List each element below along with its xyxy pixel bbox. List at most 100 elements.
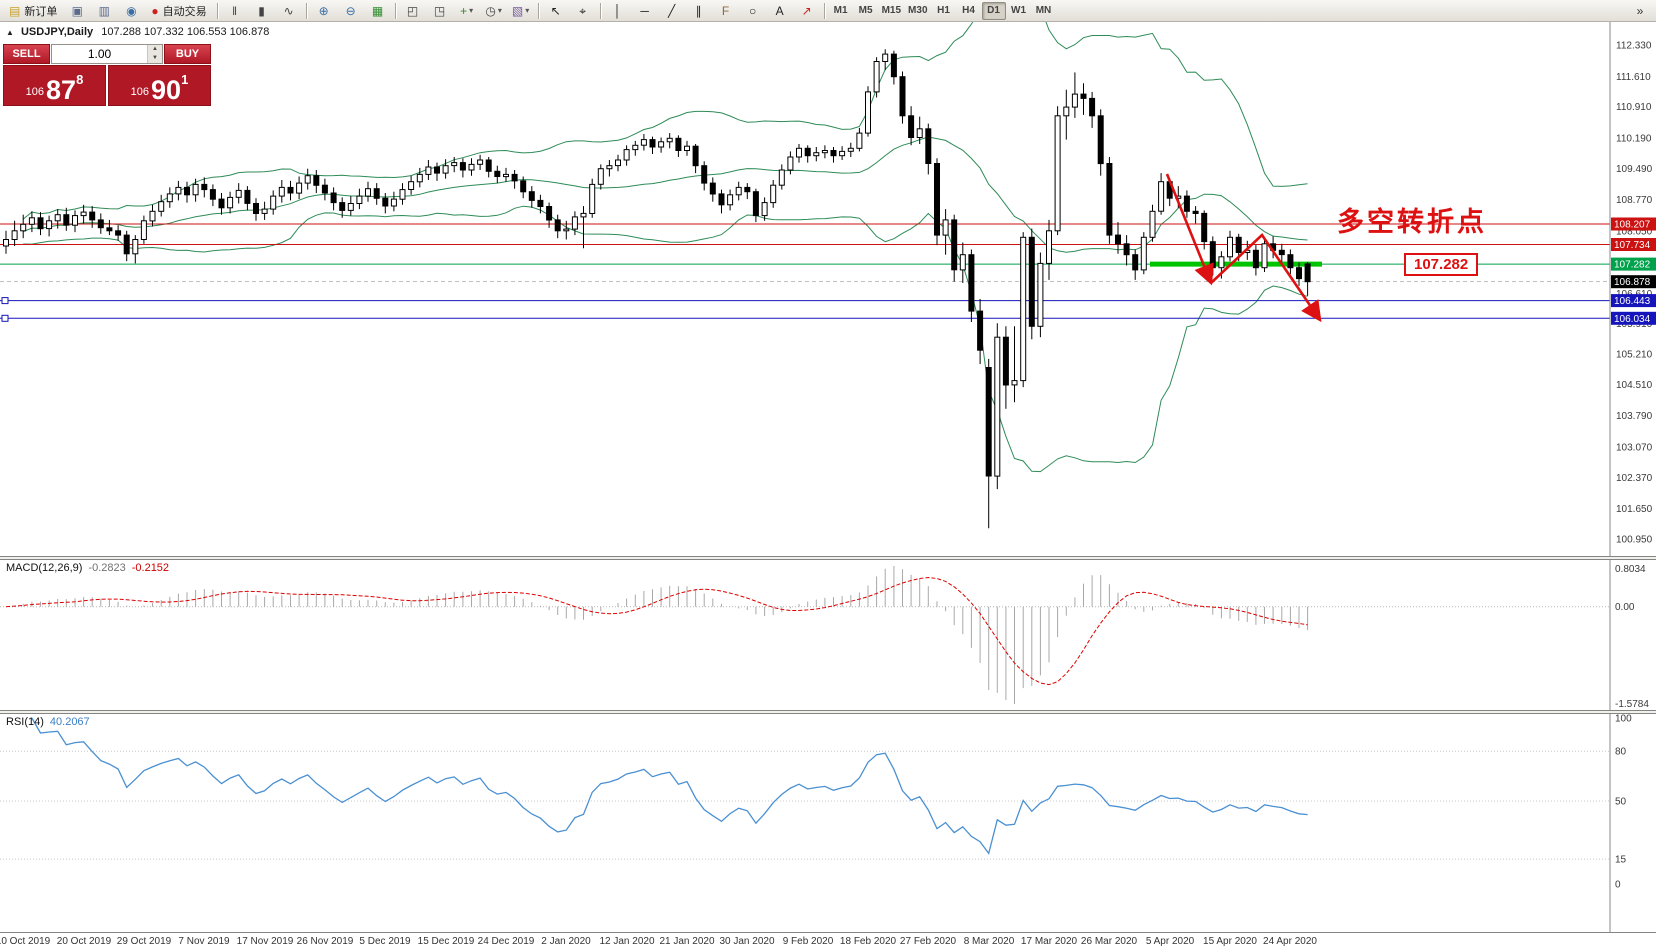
cascade-windows-button[interactable]: ◳ [427, 1, 453, 21]
svg-text:-1.5784: -1.5784 [1615, 699, 1649, 710]
timeframe-w1-button-label: W1 [1011, 5, 1026, 16]
svg-text:105.210: 105.210 [1616, 350, 1653, 361]
cursor-tool-button[interactable]: ↖ [543, 1, 569, 21]
timeframe-mn-button-label: MN [1035, 5, 1052, 16]
add-indicator-button[interactable]: + ▾ [454, 1, 480, 21]
svg-text:103.070: 103.070 [1616, 443, 1653, 454]
time-axis-label: 5 Dec 2019 [359, 936, 411, 947]
tile-windows-button[interactable]: ▦ [365, 1, 391, 21]
time-axis-label: 18 Feb 2020 [839, 936, 897, 947]
timeframe-m15-button-label: M15 [881, 5, 902, 16]
panel-splitter-macd[interactable] [0, 556, 1656, 560]
zoom-in-icon: ⊕ [318, 3, 329, 18]
panel-splitter-rsi[interactable] [0, 710, 1656, 714]
auto-trading-button-label: 自动交易 [162, 5, 207, 18]
timeframe-m1-button[interactable]: M1 [829, 2, 853, 20]
time-axis-label: 10 Oct 2019 [0, 936, 51, 947]
time-axis-label: 15 Dec 2019 [417, 936, 475, 947]
volume-down-button[interactable]: ▼ [148, 54, 162, 63]
timeframe-w1-button[interactable]: W1 [1007, 2, 1031, 20]
svg-text:50: 50 [1615, 797, 1627, 808]
buy-price-panel[interactable]: 106 90 1 [108, 65, 211, 106]
timeframe-h1-button-label: H1 [937, 5, 950, 16]
tile-windows-icon: ▦ [371, 3, 384, 18]
trendline-tool-button[interactable]: ╱ [659, 1, 685, 21]
svg-text:110.190: 110.190 [1616, 133, 1652, 144]
text-tool-button[interactable]: A [767, 1, 793, 21]
sell-price-panel[interactable]: 106 87 8 [3, 65, 106, 106]
crosshair-tool-button[interactable]: ⌖ [570, 1, 596, 21]
main-price-chart[interactable]: 112.330 111.610 110.910 110.190 109.490 108.7… [0, 22, 1656, 556]
svg-text:0: 0 [1615, 880, 1621, 891]
svg-text:107.282: 107.282 [1614, 260, 1651, 271]
new-order-button[interactable]: ▤ 新订单 [3, 1, 63, 21]
svg-text:112.330: 112.330 [1616, 41, 1652, 52]
timeframe-m5-button[interactable]: M5 [854, 2, 878, 20]
timeframe-h1-button[interactable]: H1 [932, 2, 956, 20]
arrows-tool-button[interactable]: ↗ [794, 1, 820, 21]
macd-label: MACD(12,26,9) -0.2823 -0.2152 [6, 562, 169, 574]
time-axis-label: 9 Feb 2020 [782, 936, 834, 947]
template-button[interactable]: ▧ ▾ [508, 1, 534, 21]
more-tools-button[interactable]: » [1627, 1, 1653, 21]
channel-tool-button[interactable]: ∥ [686, 1, 712, 21]
time-axis-label: 30 Jan 2020 [719, 936, 775, 947]
period-clock-button[interactable]: ◷ ▾ [481, 1, 507, 21]
add-indicator-dropdown-icon[interactable]: ▾ [469, 6, 474, 15]
period-clock-icon: ◷ [485, 3, 496, 18]
cursor-tool-icon: ↖ [550, 3, 561, 18]
macd-panel[interactable]: 0.8034 0.00 -1.5784 MACD(12,26,9) -0.2823 -0… [0, 560, 1656, 710]
time-axis-label: 24 Dec 2019 [477, 936, 535, 947]
chart-collapse-icon[interactable]: ▲ [6, 28, 14, 37]
timeframe-d1-button-label: D1 [987, 5, 1000, 16]
rsi-label: RSI(14) 40.2067 [6, 716, 90, 728]
period-clock-dropdown-icon[interactable]: ▾ [497, 6, 502, 15]
r si-panel[interactable]: 100 80 50 15 0 RSI(14) 40.2067 [0, 714, 1656, 932]
fibonacci-tool-icon: F [721, 3, 730, 18]
rsi-value: 40.2067 [49, 716, 90, 728]
sell-button[interactable]: SELL [3, 44, 50, 64]
print-preview-icon: ▥ [98, 3, 111, 18]
volume-input[interactable] [52, 45, 147, 63]
time-axis[interactable]: 10 Oct 2019 20 Oct 2019 29 Oct 2019 7 Nov 2… [0, 932, 1656, 950]
macd-name: MACD(12,26,9) [6, 562, 83, 574]
time-axis-label: 8 Mar 2020 [963, 936, 1015, 947]
candlestick-mode-button[interactable]: ▮ [249, 1, 275, 21]
turning-point-annotation[interactable]: 多空转折点 [1337, 207, 1487, 237]
rsi-name: RSI(14) [6, 716, 44, 728]
arrange-windows-button[interactable]: ◰ [400, 1, 426, 21]
print-preview-button[interactable]: ▥ [91, 1, 117, 21]
macd-chart[interactable]: 0.8034 0.00 -1.5784 [0, 560, 1656, 710]
auto-trading-button[interactable]: ● 自动交易 [145, 1, 212, 21]
volume-up-button[interactable]: ▲ [148, 45, 162, 54]
svg-text:80: 80 [1615, 747, 1627, 758]
rsi-chart[interactable]: 100 80 50 15 0 [0, 714, 1656, 932]
price-callout-label[interactable]: 107.282 [1404, 253, 1479, 276]
zoom-in-button[interactable]: ⊕ [311, 1, 337, 21]
trendline-tool-icon: ╱ [667, 3, 676, 18]
print-button[interactable]: ▣ [64, 1, 90, 21]
fibonacci-tool-button[interactable]: F [713, 1, 739, 21]
chart-window[interactable]: ▲ USDJPY,Daily 107.288 107.332 106.553 1… [0, 22, 1656, 556]
vertical-line-tool-button[interactable]: │ [605, 1, 631, 21]
time-axis-label: 2 Jan 2020 [541, 936, 591, 947]
horizontal-line-tool-button[interactable]: ─ [632, 1, 658, 21]
timeframe-m30-button[interactable]: M30 [905, 2, 930, 20]
buy-button[interactable]: BUY [164, 44, 211, 64]
chart-title: ▲ USDJPY,Daily 107.288 107.332 106.553 1… [6, 26, 269, 38]
zoom-out-button[interactable]: ⊖ [338, 1, 364, 21]
new-order-icon: ▤ [9, 3, 21, 18]
bar-chart-mode-button[interactable]: ‖ [222, 1, 248, 21]
svg-text:106.443: 106.443 [1614, 296, 1651, 307]
line-chart-mode-button[interactable]: ∿ [276, 1, 302, 21]
shapes-tool-button[interactable]: ○ [740, 1, 766, 21]
timeframe-h4-button[interactable]: H4 [957, 2, 981, 20]
channel-tool-icon: ∥ [695, 3, 702, 18]
timeframe-m15-button[interactable]: M15 [879, 2, 904, 20]
time-axis-label: 17 Mar 2020 [1020, 936, 1078, 947]
template-dropdown-icon[interactable]: ▾ [525, 6, 530, 15]
horizontal-line-tool-icon: ─ [640, 3, 649, 18]
timeframe-d1-button[interactable]: D1 [981, 1, 1006, 20]
timeframe-mn-button[interactable]: MN [1032, 2, 1056, 20]
chart-properties-button[interactable]: ◉ [118, 1, 144, 21]
